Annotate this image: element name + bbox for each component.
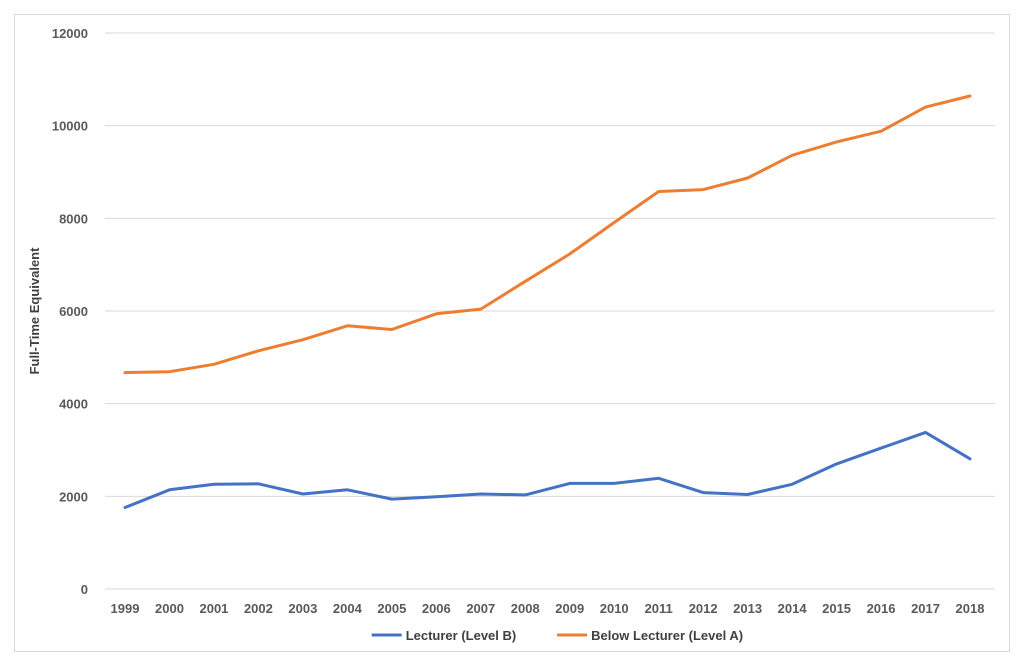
x-tick-label: 2008 xyxy=(511,601,540,616)
x-tick-label: 2014 xyxy=(778,601,808,616)
y-tick-label: 12000 xyxy=(52,26,88,41)
x-tick-label: 2017 xyxy=(911,601,940,616)
x-tick-label: 2012 xyxy=(689,601,718,616)
line-chart: 0 2000 4000 6000 8000 10000 12000 1999 2000 2001… xyxy=(27,26,995,643)
data-point xyxy=(123,371,127,375)
data-point xyxy=(256,482,260,486)
data-point xyxy=(123,505,127,509)
data-point xyxy=(968,457,972,461)
legend: Lecturer (Level B) Below Lecturer (Level … xyxy=(371,628,743,643)
series-group xyxy=(123,430,972,509)
x-tick-label: 2004 xyxy=(333,601,363,616)
series-line xyxy=(123,94,972,375)
data-point xyxy=(345,324,349,328)
data-point xyxy=(301,338,305,342)
x-tick-label: 2011 xyxy=(645,601,673,616)
data-point xyxy=(568,481,572,485)
data-point xyxy=(968,94,972,98)
data-point xyxy=(434,312,438,316)
data-point xyxy=(256,349,260,353)
data-point xyxy=(523,493,527,497)
y-tick-label: 2000 xyxy=(59,489,88,504)
y-tick-label: 10000 xyxy=(52,119,88,134)
data-point xyxy=(701,491,705,495)
data-point xyxy=(434,495,438,499)
x-tick-label: 2018 xyxy=(956,601,985,616)
y-tick-label: 0 xyxy=(81,582,88,597)
x-tick-label: 2002 xyxy=(244,601,273,616)
legend-item: Lecturer (Level B) xyxy=(371,628,517,643)
data-point xyxy=(657,189,661,193)
series-group xyxy=(123,94,972,375)
data-point xyxy=(479,307,483,311)
gridlines xyxy=(105,32,995,590)
series-lines xyxy=(123,94,972,509)
data-point xyxy=(212,482,216,486)
data-point xyxy=(612,481,616,485)
y-tick-label: 8000 xyxy=(59,211,88,226)
data-point xyxy=(879,446,883,450)
data-point xyxy=(167,370,171,374)
data-point xyxy=(835,140,839,144)
data-point xyxy=(301,492,305,496)
data-point xyxy=(790,153,794,157)
series-line xyxy=(123,430,972,509)
legend-item: Below Lecturer (Level A) xyxy=(557,628,743,643)
data-point xyxy=(924,430,928,434)
y-tick-label: 6000 xyxy=(59,304,88,319)
x-axis-tick-labels: 1999 2000 2001 2002 2003 2004 2005 2006 2007 2008… xyxy=(111,601,985,616)
x-tick-label: 2006 xyxy=(422,601,451,616)
data-point xyxy=(612,221,616,225)
data-point xyxy=(835,462,839,466)
data-point xyxy=(657,476,661,480)
data-point xyxy=(167,488,171,492)
data-point xyxy=(345,488,349,492)
chart-frame: 0 2000 4000 6000 8000 10000 12000 1999 2000 2001… xyxy=(14,14,1010,652)
x-tick-label: 2010 xyxy=(600,601,629,616)
legend-label: Below Lecturer (Level A) xyxy=(591,628,743,643)
x-tick-label: 2009 xyxy=(555,601,584,616)
x-tick-label: 2007 xyxy=(466,601,495,616)
data-point xyxy=(212,362,216,366)
y-axis-tick-labels: 0 2000 4000 6000 8000 10000 12000 xyxy=(52,26,88,597)
legend-label: Lecturer (Level B) xyxy=(406,628,517,643)
data-point xyxy=(523,279,527,283)
y-axis-title: Full-Time Equivalent xyxy=(27,247,42,375)
y-tick-label: 4000 xyxy=(59,397,88,412)
data-point xyxy=(479,492,483,496)
data-point xyxy=(568,252,572,256)
data-point xyxy=(701,188,705,192)
data-point xyxy=(924,105,928,109)
data-point xyxy=(879,129,883,133)
x-tick-label: 2016 xyxy=(867,601,896,616)
x-tick-label: 2015 xyxy=(822,601,851,616)
data-point xyxy=(390,497,394,501)
x-tick-label: 2000 xyxy=(155,601,184,616)
x-tick-label: 2013 xyxy=(733,601,762,616)
x-tick-label: 2005 xyxy=(377,601,406,616)
data-point xyxy=(746,492,750,496)
data-point xyxy=(746,176,750,180)
data-point xyxy=(790,482,794,486)
data-point xyxy=(390,328,394,332)
x-tick-label: 2001 xyxy=(199,601,228,616)
x-tick-label: 2003 xyxy=(288,601,317,616)
x-tick-label: 1999 xyxy=(111,601,140,616)
